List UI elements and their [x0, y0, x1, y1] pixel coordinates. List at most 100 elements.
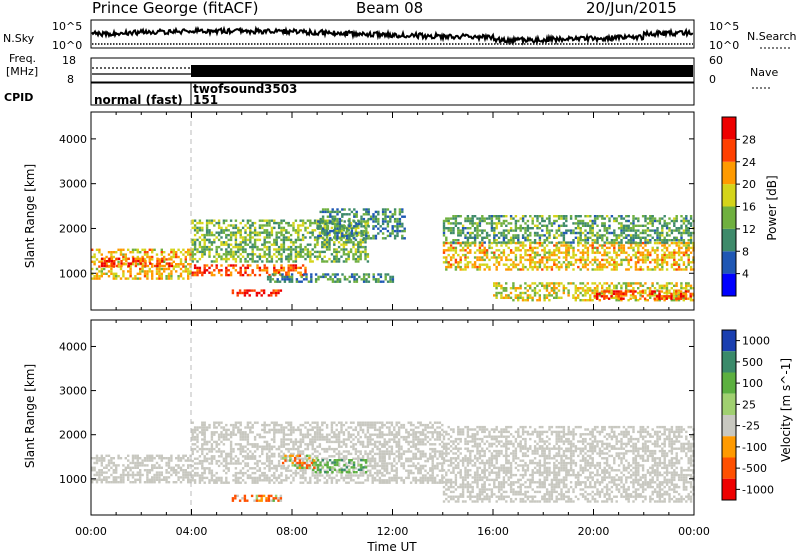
echo-cell [366, 464, 370, 468]
echo-cell [343, 234, 346, 238]
echo-cell [119, 457, 123, 460]
echo-cell [232, 450, 235, 453]
echo-cell [274, 291, 278, 295]
echo-cell [263, 219, 266, 222]
echo-cell [321, 232, 325, 235]
echo-cell [205, 269, 209, 272]
echo-cell [277, 462, 281, 465]
echo-cell [457, 241, 460, 245]
echo-cell [337, 245, 341, 249]
echo-cell [210, 462, 214, 465]
echo-cell [338, 210, 342, 214]
echo-cell [565, 231, 568, 235]
echo-cell [313, 435, 317, 439]
echo-cell [340, 219, 343, 222]
echo-cell [577, 265, 580, 269]
echo-cell [341, 234, 344, 238]
echo-cell [95, 258, 99, 261]
echo-cell [524, 244, 527, 247]
echo-cell [670, 241, 674, 245]
echo-cell [680, 224, 683, 227]
echo-cell [167, 277, 171, 280]
cpid-program-2-name: twofsound [193, 82, 264, 96]
echo-cell [555, 231, 558, 235]
echo-cell [304, 447, 307, 451]
echo-cell [337, 241, 341, 244]
echo-cell [581, 239, 585, 242]
echo-cell [595, 290, 599, 293]
colorbar-swatch [722, 117, 736, 140]
echo-cell [131, 263, 135, 266]
echo-cell [341, 232, 344, 235]
echo-cell [232, 457, 235, 460]
echo-cell [282, 241, 286, 244]
echo-cell [673, 261, 676, 264]
echo-cell [548, 215, 551, 218]
echo-cell [493, 236, 496, 239]
echo-cell [617, 244, 621, 247]
echo-cell [386, 273, 390, 276]
echo-cell [325, 238, 329, 242]
echo-cell [366, 435, 370, 439]
echo-cell [318, 253, 322, 256]
echo-cell [136, 248, 139, 251]
echo-cell [574, 258, 578, 262]
echo-cell [502, 287, 505, 290]
echo-cell [179, 272, 183, 275]
echo-cell [239, 253, 242, 256]
echo-cell [345, 438, 348, 441]
echo-cell [335, 469, 338, 472]
echo-cell [562, 287, 565, 290]
echo-cell [490, 217, 494, 220]
echo-cell [521, 236, 525, 239]
echo-cell [203, 236, 206, 239]
echo-cell [384, 278, 387, 281]
echo-cell [637, 244, 640, 247]
echo-cell [493, 284, 496, 287]
echo-cell [514, 219, 518, 223]
echo-cell [304, 471, 307, 475]
echo-cell [177, 471, 180, 474]
echo-cell [354, 238, 358, 242]
echo-cell [622, 227, 626, 230]
echo-cell [265, 445, 269, 448]
echo-cell [124, 469, 127, 472]
echo-cell [684, 297, 688, 300]
echo-cell [545, 284, 549, 287]
echo-cell [452, 241, 455, 244]
echo-cell [381, 467, 384, 470]
echo-cell [270, 294, 273, 297]
echo-cell [637, 251, 640, 254]
echo-cell [201, 238, 204, 242]
echo-cell [663, 219, 666, 223]
echo-cell [529, 263, 532, 266]
echo-cell [357, 241, 360, 244]
echo-cell [620, 244, 623, 247]
echo-cell [208, 238, 211, 242]
echo-cell [239, 229, 242, 232]
echo-cell [557, 265, 561, 269]
echo-cell [679, 295, 683, 298]
echo-cell [203, 243, 206, 246]
echo-cell [371, 481, 374, 484]
echo-cell [572, 222, 575, 225]
echo-cell [179, 466, 183, 469]
echo-cell [369, 426, 372, 429]
echo-cell [328, 476, 331, 480]
echo-cell [543, 299, 546, 302]
echo-cell [617, 297, 620, 300]
echo-cell [684, 290, 688, 293]
echo-cell [514, 265, 518, 269]
echo-cell [447, 253, 450, 257]
echo-cell [210, 219, 214, 222]
echo-cell [497, 261, 501, 264]
echo-cell [177, 265, 180, 268]
echo-cell [533, 291, 537, 295]
echo-cell [497, 284, 501, 287]
echo-cell [337, 257, 341, 261]
echo-cell [682, 217, 686, 220]
echo-cell [258, 226, 262, 230]
echo-cell [649, 219, 652, 223]
echo-cell [661, 265, 664, 269]
